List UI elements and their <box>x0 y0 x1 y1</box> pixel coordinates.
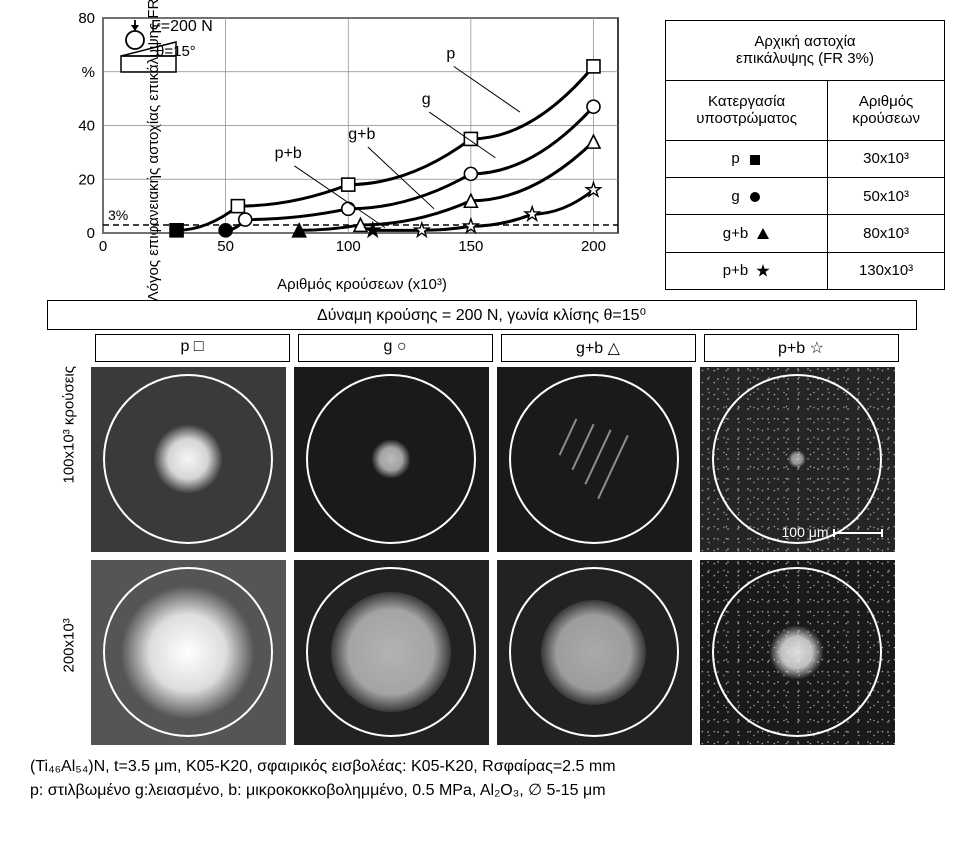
img-row-label: 200x10³ <box>60 629 77 673</box>
micrograph-cell <box>497 560 692 745</box>
micrograph-cell <box>294 367 489 552</box>
scale-bar: 100 μm <box>782 524 883 540</box>
chart-container: Λόγος επιφανειακής αστοχίας επικάλυψης F… <box>10 10 650 290</box>
legend-proc: p <box>666 140 828 177</box>
svg-text:20: 20 <box>78 171 95 188</box>
svg-text:3%: 3% <box>108 207 128 223</box>
svg-text:50: 50 <box>217 238 234 255</box>
svg-text:100: 100 <box>336 238 361 255</box>
legend-proc: p+b <box>666 252 828 289</box>
svg-text:g: g <box>422 91 431 108</box>
caption-line1: (Ti₄₆Al₅₄)N, t=3.5 μm, K05-K20, σφαιρικό… <box>30 755 933 779</box>
legend-proc: g <box>666 178 828 215</box>
chart-svg: 0 50 100 150 200 0 20 40% 80 3% p g g+b p+b F=200 N θ=1… <box>58 10 638 265</box>
micrograph-cell <box>294 560 489 745</box>
legend-val: 80x10³ <box>828 215 945 252</box>
legend-val: 30x10³ <box>828 140 945 177</box>
images-row-labels: 100x10³ κρούσεις 200x10³ <box>47 367 91 745</box>
images-col-headers: p □ g ○ g+b △ p+b ☆ <box>95 334 917 362</box>
svg-text:200: 200 <box>581 238 606 255</box>
img-col-header: g ○ <box>298 334 493 362</box>
top-section: Λόγος επιφανειακής αστοχίας επικάλυψης F… <box>10 10 953 290</box>
svg-text:p+b: p+b <box>275 145 302 162</box>
legend-val: 50x10³ <box>828 178 945 215</box>
micrograph-cell <box>497 367 692 552</box>
svg-text:0: 0 <box>87 225 95 242</box>
images-heading: Δύναμη κρούσης = 200 N, γωνία κλίσης θ=1… <box>47 300 917 330</box>
micrograph-cell: 100 μm <box>700 367 895 552</box>
img-col-header: p □ <box>95 334 290 362</box>
chart-xlabel: Αριθμός κρούσεων (x10³) <box>277 276 447 293</box>
legend-col2: Αριθμός κρούσεων <box>828 80 945 140</box>
micrograph-cell <box>91 560 286 745</box>
caption-line2: p: στιλβωμένο g:λειασμένο, b: μικροκοκκο… <box>30 779 933 803</box>
img-col-header: p+b ☆ <box>704 334 899 362</box>
svg-text:40: 40 <box>78 118 95 135</box>
svg-text:80: 80 <box>78 10 95 27</box>
img-row-label: 100x10³ κρούσεις <box>60 440 77 484</box>
caption: (Ti₄₆Al₅₄)N, t=3.5 μm, K05-K20, σφαιρικό… <box>30 755 933 803</box>
legend-table: Αρχική αστοχίαεπικάλυψης (FR 3%) Κατεργα… <box>665 20 945 290</box>
legend-proc: g+b <box>666 215 828 252</box>
svg-text:150: 150 <box>458 238 483 255</box>
images-section: Δύναμη κρούσης = 200 N, γωνία κλίσης θ=1… <box>47 300 917 745</box>
micrograph-cell <box>91 367 286 552</box>
micrograph-cell <box>700 560 895 745</box>
legend-col1: Κατεργασία υποστρώματος <box>666 80 828 140</box>
legend-val: 130x10³ <box>828 252 945 289</box>
images-rows: 100x10³ κρούσεις 200x10³ 100 μm <box>47 367 917 745</box>
img-col-header: g+b △ <box>501 334 696 362</box>
svg-text:0: 0 <box>99 238 107 255</box>
legend-title: Αρχική αστοχίαεπικάλυψης (FR 3%) <box>666 21 945 81</box>
svg-text:F=200 N: F=200 N <box>151 18 213 35</box>
svg-text:p: p <box>446 45 455 62</box>
svg-text:%: % <box>82 64 95 81</box>
svg-text:θ=15°: θ=15° <box>156 43 196 60</box>
svg-text:g+b: g+b <box>348 126 375 143</box>
images-grid: 100 μm <box>91 367 895 745</box>
